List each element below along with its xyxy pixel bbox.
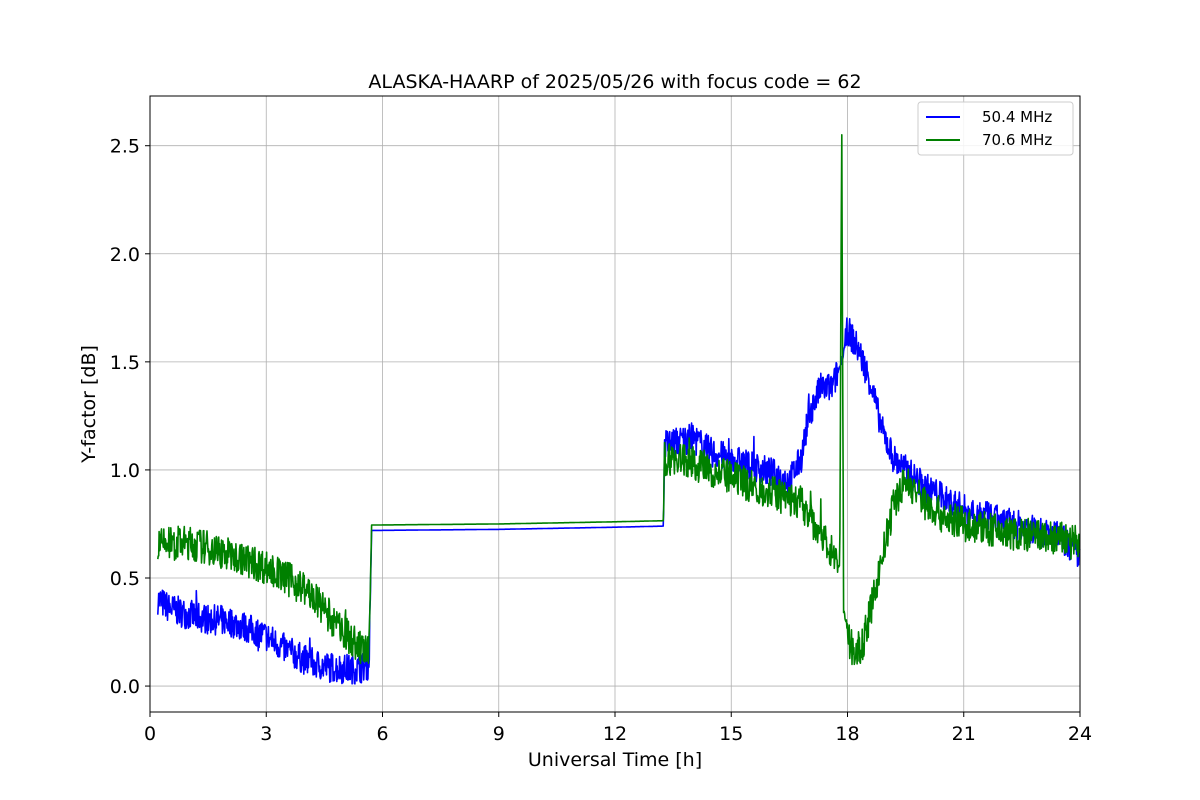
x-ticks: 0 3 6 9 12 15 18 21 24 xyxy=(144,712,1092,745)
legend-box xyxy=(917,101,1074,156)
y-tick-label: 2.5 xyxy=(110,136,140,158)
legend: 50.4 MHz 70.6 MHz xyxy=(917,101,1074,156)
y-tick-label: 1.5 xyxy=(110,352,140,374)
chart-title: ALASKA-HAARP of 2025/05/26 with focus co… xyxy=(368,71,861,93)
x-tick-label: 15 xyxy=(719,723,743,745)
x-tick-label: 0 xyxy=(144,723,156,745)
x-tick-label: 3 xyxy=(260,723,272,745)
series-line-70-6-mhz xyxy=(157,134,1081,666)
y-ticks: 0.0 0.5 1.0 1.5 2.0 2.5 xyxy=(110,136,150,698)
x-tick-label: 24 xyxy=(1068,723,1092,745)
legend-label-50-4-mhz: 50.4 MHz xyxy=(982,108,1052,126)
x-tick-label: 6 xyxy=(376,723,388,745)
y-tick-label: 1.0 xyxy=(110,460,140,482)
y-tick-label: 0.0 xyxy=(110,676,140,698)
y-tick-label: 2.0 xyxy=(110,244,140,266)
legend-label-70-6-mhz: 70.6 MHz xyxy=(982,131,1052,149)
y-axis-label: Y-factor [dB] xyxy=(78,345,100,464)
x-tick-label: 12 xyxy=(603,723,627,745)
x-axis-label: Universal Time [h] xyxy=(528,749,702,771)
series-line-50-4-mhz xyxy=(157,317,1081,685)
series-layer xyxy=(157,134,1081,685)
y-tick-label: 0.5 xyxy=(110,568,140,590)
x-tick-label: 21 xyxy=(952,723,976,745)
x-tick-label: 18 xyxy=(835,723,859,745)
x-tick-label: 9 xyxy=(493,723,505,745)
